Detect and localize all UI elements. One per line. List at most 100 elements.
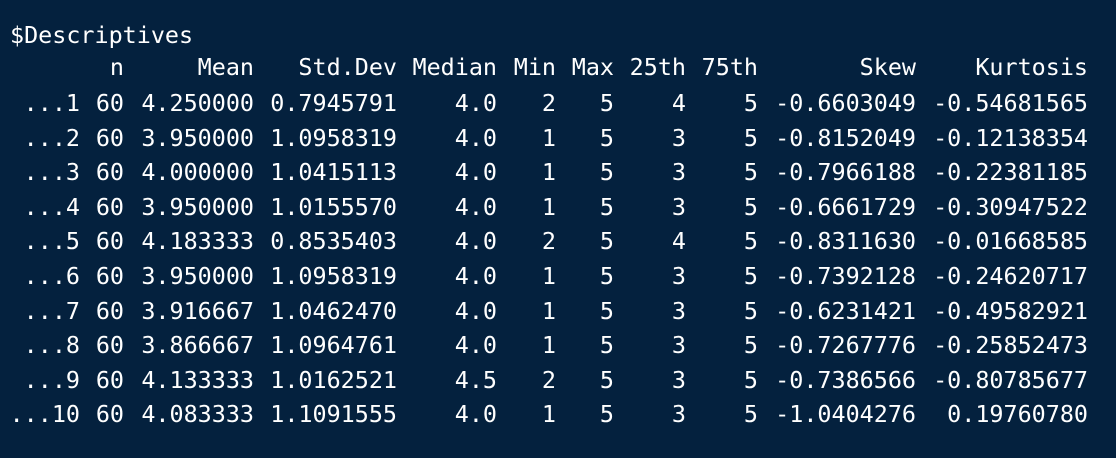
table-cell: 1.0162521 <box>270 365 397 394</box>
table-cell: -0.12138354 <box>933 123 1088 152</box>
header-cell: 25th <box>629 53 686 81</box>
table-cell: 4.133333 <box>141 365 254 394</box>
table-cell: 1 <box>541 123 556 152</box>
table-cell: -0.22381185 <box>933 158 1088 187</box>
table-cell: 5 <box>599 365 614 394</box>
table-cell: -0.6231421 <box>775 296 916 325</box>
table-cell: 3 <box>671 296 686 325</box>
table-cell: -0.8152049 <box>775 123 916 152</box>
header-cell: Min <box>513 53 556 81</box>
table-cell: 4.183333 <box>141 227 254 256</box>
table-cell: 1.0462470 <box>270 296 397 325</box>
table-cell: 4.0 <box>454 227 497 256</box>
table-cell: 4.083333 <box>141 400 254 429</box>
table-cell: -0.6603049 <box>775 89 916 117</box>
table-cell: -0.01668585 <box>933 227 1088 256</box>
table-cell: 60 <box>95 227 124 256</box>
table-row: ...3 60 4.000000 1.0415113 4.0 1 5 3 5 -0.7966188… <box>0 155 1116 189</box>
table-cell: 5 <box>743 365 758 394</box>
table-cell: 2 <box>541 227 556 256</box>
table-cell: 3 <box>671 331 686 360</box>
table-cell: 1 <box>541 262 556 290</box>
table-cell: 3 <box>671 365 686 394</box>
table-cell: 1.0415113 <box>270 158 397 187</box>
table-cell: -0.80785677 <box>933 365 1088 394</box>
row-label: ...3 <box>23 158 80 187</box>
table-cell: 60 <box>95 123 124 152</box>
table-row: ...10 60 4.083333 1.1091555 4.0 1 5 3 5 -1.040427… <box>0 397 1116 431</box>
table-cell: 4.0 <box>454 123 497 152</box>
table-cell: 60 <box>95 89 124 117</box>
table-cell: 1.0964761 <box>270 331 397 360</box>
table-cell: 4.0 <box>454 192 497 221</box>
header-cell: 75th <box>701 53 758 81</box>
table-cell: 5 <box>599 262 614 290</box>
table-cell: -1.0404276 <box>775 400 916 429</box>
table-cell: 0.19760780 <box>947 400 1088 429</box>
table-row: ...8 60 3.866667 1.0964761 4.0 1 5 3 5 -0.7267776… <box>0 328 1116 362</box>
table-cell: -0.30947522 <box>933 192 1088 221</box>
table-cell: 4 <box>671 227 686 256</box>
table-cell: 1.0958319 <box>270 123 397 152</box>
table-cell: 4.0 <box>454 296 497 325</box>
table-cell: 1.1091555 <box>270 400 397 429</box>
table-cell: -0.54681565 <box>933 89 1088 117</box>
table-cell: 1 <box>541 192 556 221</box>
table-cell: 4 <box>671 89 686 117</box>
table-cell: 3 <box>671 192 686 221</box>
table-row: ...6 60 3.950000 1.0958319 4.0 1 5 3 5 -0.7392128… <box>0 259 1116 293</box>
header-cell: Median <box>412 53 498 81</box>
table-cell: 5 <box>599 123 614 152</box>
table-cell: 4.0 <box>454 158 497 187</box>
table-cell: 60 <box>95 158 124 187</box>
table-cell: 3 <box>671 262 686 290</box>
table-row: ...7 60 3.916667 1.0462470 4.0 1 5 3 5 -0.6231421… <box>0 294 1116 328</box>
row-label: ...9 <box>23 365 80 394</box>
table-cell: 60 <box>95 262 124 290</box>
table-cell: 5 <box>743 227 758 256</box>
table-cell: 3.916667 <box>141 296 254 325</box>
table-cell: 4.0 <box>454 400 497 429</box>
table-cell: -0.8311630 <box>775 227 916 256</box>
table-cell: 60 <box>95 400 124 429</box>
table-row: ...4 60 3.950000 1.0155570 4.0 1 5 3 5 -0.6661729… <box>0 190 1116 224</box>
table-cell: 60 <box>95 296 124 325</box>
table-cell: -0.7267776 <box>775 331 916 360</box>
table-cell: 5 <box>599 158 614 187</box>
table-cell: -0.6661729 <box>775 192 916 221</box>
table-header-row: n Mean Std.Dev Median Min Max 25th 75th Skew Kurt… <box>0 50 1116 84</box>
table-cell: 1 <box>541 158 556 187</box>
table-cell: 1 <box>541 331 556 360</box>
table-cell: -0.25852473 <box>933 331 1088 360</box>
table-cell: 3.950000 <box>141 192 254 221</box>
table-cell: 0.8535403 <box>270 227 397 256</box>
row-label: ...1 <box>23 89 80 117</box>
table-cell: -0.24620717 <box>933 262 1088 290</box>
table-cell: 60 <box>95 192 124 221</box>
header-cell: Std.Dev <box>298 53 397 81</box>
header-cell: Max <box>571 53 614 81</box>
header-cell: Mean <box>197 53 254 81</box>
table-cell: 5 <box>599 227 614 256</box>
row-label: ...7 <box>23 296 80 325</box>
header-cell: Kurtosis <box>975 53 1088 81</box>
table-cell: 5 <box>743 400 758 429</box>
header-cell: n <box>109 53 124 81</box>
table-cell: 4.0 <box>454 262 497 290</box>
table-row: ...1 60 4.250000 0.7945791 4.0 2 5 4 5 -0.6603049… <box>0 86 1116 120</box>
table-cell: 0.7945791 <box>270 89 397 117</box>
table-cell: 5 <box>599 192 614 221</box>
table-cell: 1.0155570 <box>270 192 397 221</box>
table-cell: 5 <box>599 89 614 117</box>
row-label: ...2 <box>23 123 80 152</box>
table-row: ...5 60 4.183333 0.8535403 4.0 2 5 4 5 -0.8311630… <box>0 224 1116 258</box>
table-cell: 1 <box>541 296 556 325</box>
table-cell: 5 <box>743 123 758 152</box>
table-cell: 4.5 <box>454 365 497 394</box>
table-cell: 5 <box>743 331 758 360</box>
table-cell: 3 <box>671 158 686 187</box>
table-cell: 5 <box>743 262 758 290</box>
table-cell: 3 <box>671 400 686 429</box>
table-cell: 4.000000 <box>141 158 254 187</box>
